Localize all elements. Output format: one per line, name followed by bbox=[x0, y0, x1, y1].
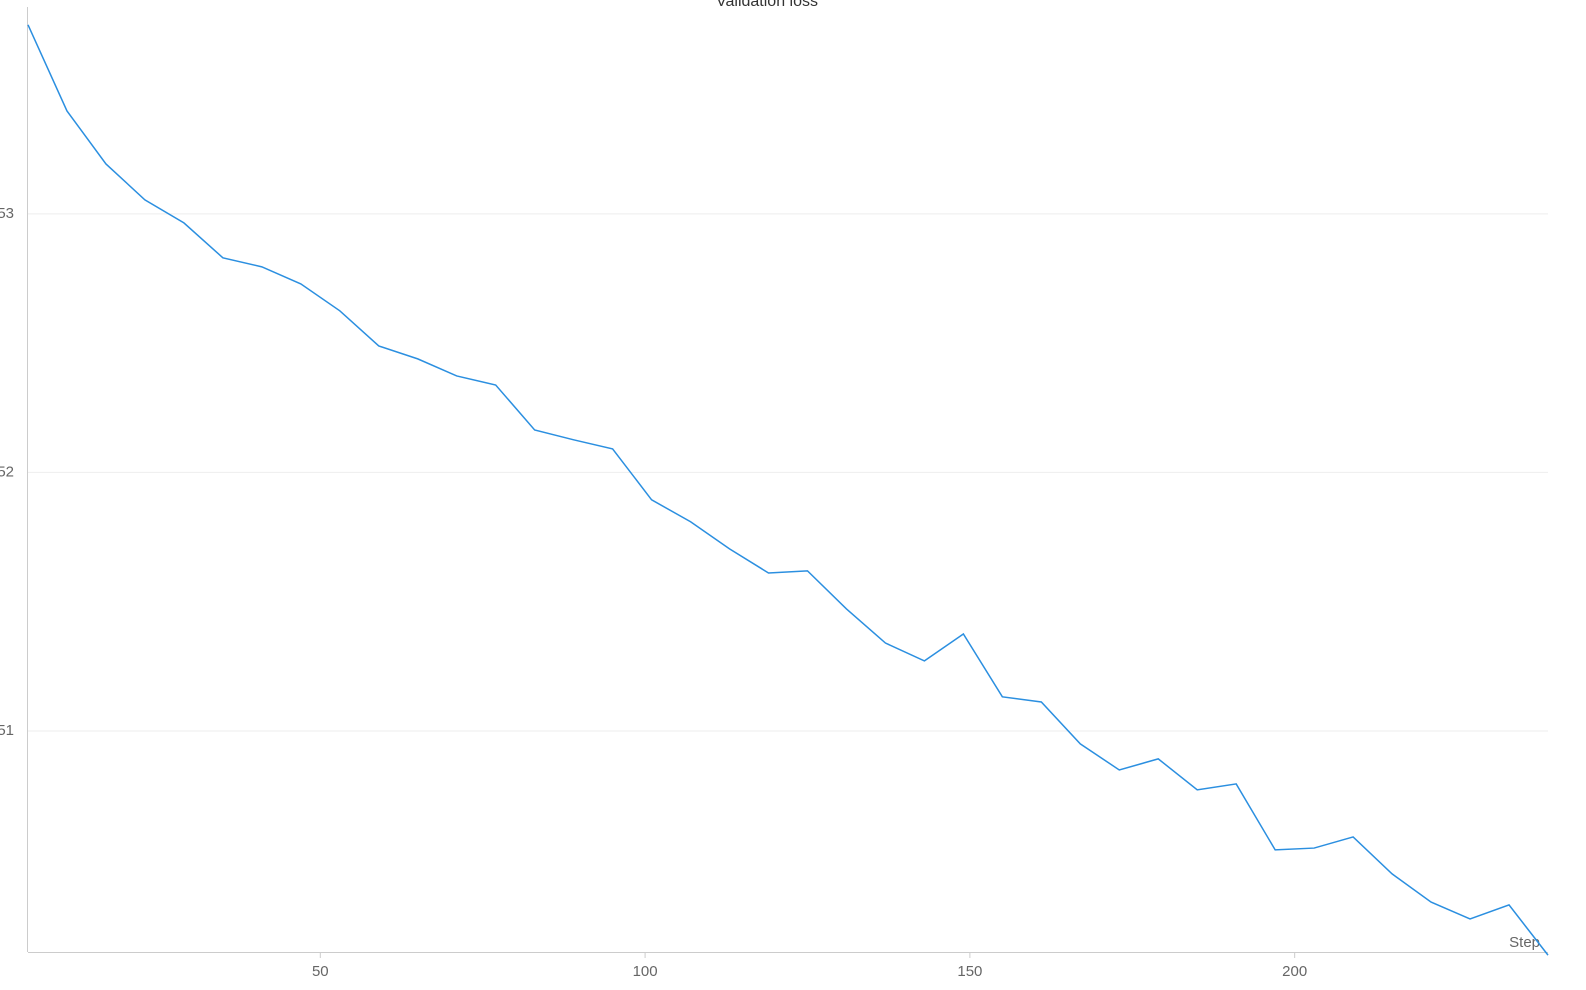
x-tick-label: 200 bbox=[1282, 963, 1307, 980]
y-tick-label: 53 bbox=[0, 205, 14, 222]
x-tick-label: 50 bbox=[312, 963, 329, 980]
x-tick-label: 150 bbox=[957, 963, 982, 980]
line-series bbox=[27, 24, 1549, 956]
x-axis-label: Step bbox=[1509, 934, 1540, 951]
y-tick-label: 52 bbox=[0, 463, 14, 480]
chart-title: Validation loss bbox=[716, 0, 818, 10]
x-tick-label: 100 bbox=[633, 963, 658, 980]
y-tick-label: 51 bbox=[0, 722, 14, 739]
